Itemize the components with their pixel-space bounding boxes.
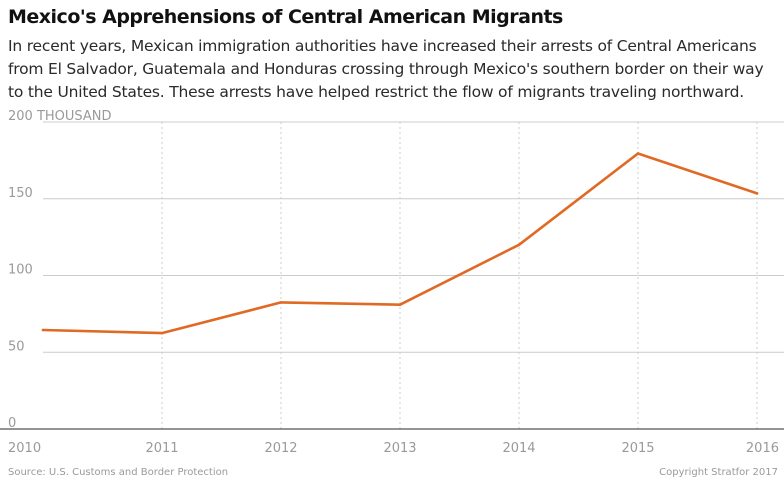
y-tick-label: 150 (8, 186, 33, 201)
copyright-note: Copyright Stratfor 2017 (659, 467, 778, 478)
y-tick-label: 50 (8, 339, 25, 354)
source-note: Source: U.S. Customs and Border Protecti… (8, 467, 229, 478)
x-tick-label: 2010 (8, 441, 41, 456)
x-tick-label: 2013 (383, 441, 416, 456)
x-tick-label: 2011 (145, 441, 178, 456)
chart-title: Mexico's Apprehensions of Central Americ… (8, 6, 563, 28)
x-tick-label: 2014 (502, 441, 535, 456)
x-tick-label: 2016 (746, 441, 779, 456)
data-point (160, 331, 164, 335)
data-point (755, 192, 759, 195)
x-tick-label: 2015 (621, 441, 654, 456)
chart-subtitle: In recent years, Mexican immigration aut… (8, 37, 764, 101)
data-point (636, 152, 640, 155)
x-tick-label: 2012 (264, 441, 297, 456)
y-tick-label: 200 THOUSAND (8, 109, 112, 124)
y-tick-label: 100 (8, 263, 33, 278)
data-point (279, 301, 283, 304)
data-point (41, 328, 45, 332)
data-point (517, 243, 521, 247)
data-point (398, 303, 402, 306)
y-tick-label: 0 (8, 416, 16, 431)
